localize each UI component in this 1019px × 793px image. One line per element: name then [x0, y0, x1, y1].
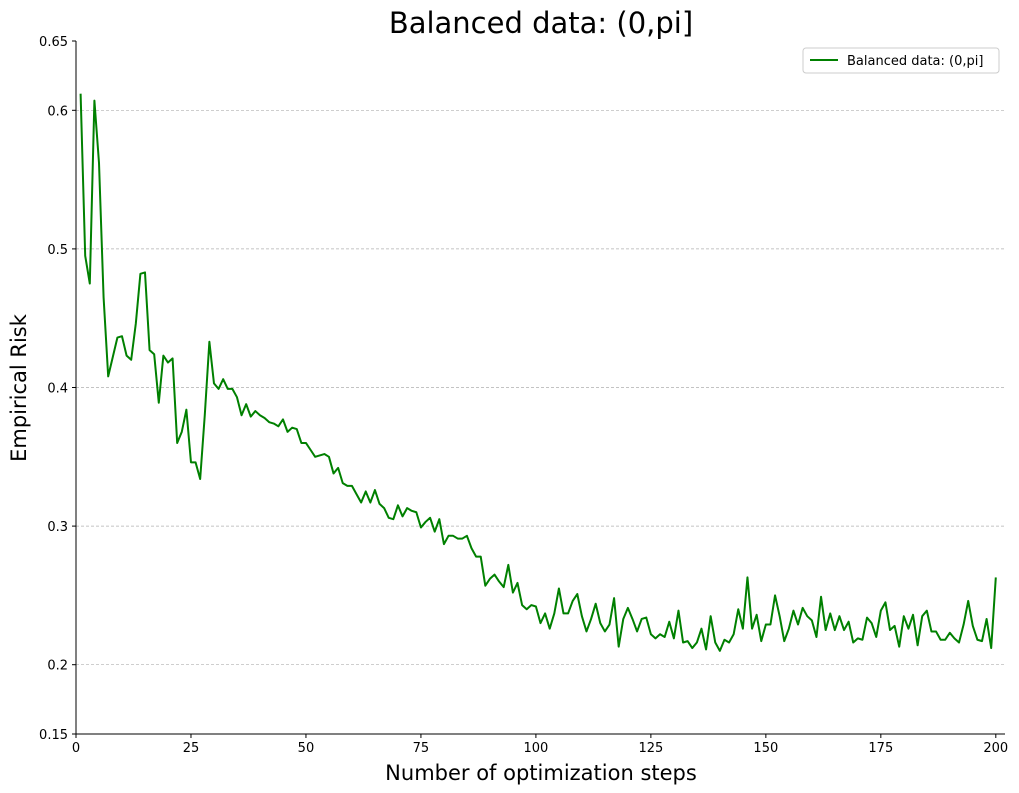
- y-tick-label: 0.4: [47, 382, 68, 397]
- x-tick-label: 75: [413, 741, 430, 756]
- y-tick-label: 0.65: [39, 35, 68, 50]
- y-tick-label: 0.5: [47, 243, 68, 258]
- y-tick-label: 0.2: [47, 659, 68, 674]
- axes: [75, 41, 1005, 735]
- legend-box: [802, 47, 1000, 74]
- x-ticks: 0 25 50 75 100 125 150 175 200: [72, 734, 1008, 756]
- series-line-group: [79, 93, 997, 652]
- series-line: [79, 93, 997, 652]
- x-tick-label: 125: [638, 741, 663, 756]
- x-tick-label: 0: [72, 741, 80, 756]
- y-ticks: 0.15 0.2 0.3 0.4 0.5 0.6 0.65: [39, 35, 76, 743]
- x-tick-label: 25: [183, 741, 200, 756]
- legend-label: Balanced data: (0,pi]: [847, 54, 983, 69]
- x-tick-label: 150: [753, 741, 778, 756]
- x-tick-label: 175: [868, 741, 893, 756]
- y-axis-label: Empirical Risk: [7, 313, 31, 462]
- grid-lines: [76, 109, 1005, 666]
- y-tick-label: 0.6: [47, 104, 68, 119]
- x-axis-label: Number of optimization steps: [385, 761, 697, 785]
- x-tick-label: 100: [523, 741, 548, 756]
- y-tick-label: 0.3: [47, 520, 68, 535]
- x-tick-label: 200: [983, 741, 1008, 756]
- x-tick-label: 50: [298, 741, 315, 756]
- legend: Balanced data: (0,pi]: [802, 47, 1000, 74]
- y-tick-label: 0.15: [39, 728, 68, 743]
- chart-title: Balanced data: (0,pi]: [389, 6, 693, 40]
